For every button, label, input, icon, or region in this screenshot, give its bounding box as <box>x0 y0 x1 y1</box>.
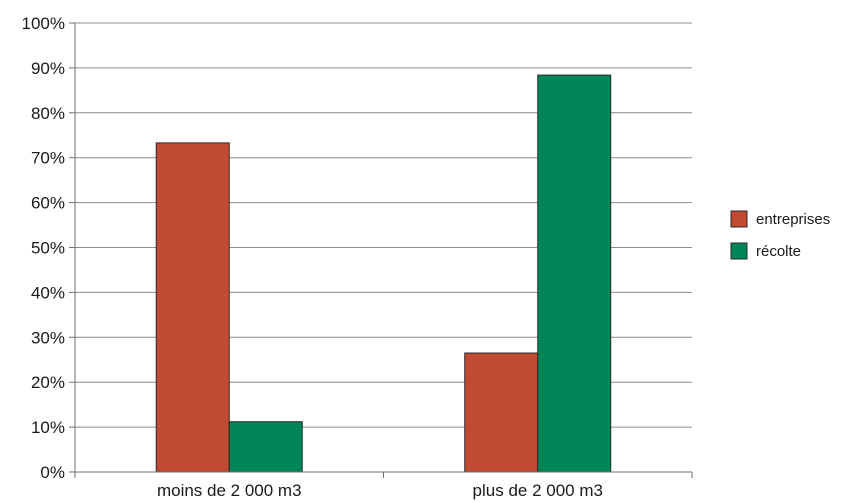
bar-entreprises-1 <box>464 352 539 473</box>
legend-label: récolte <box>756 243 801 260</box>
bar-récolte-0 <box>228 421 303 473</box>
axes <box>69 22 693 478</box>
y-tick-label: 10% <box>31 418 65 437</box>
bar-entreprises-0 <box>155 142 230 473</box>
x-axis-category-labels: moins de 2 000 m3 plus de 2 000 m3 <box>157 481 603 500</box>
y-tick-label: 20% <box>31 373 65 392</box>
y-tick-label: 90% <box>31 59 65 78</box>
y-tick-label: 80% <box>31 104 65 123</box>
legend-label: entreprises <box>756 211 830 228</box>
y-tick-label: 40% <box>31 283 65 302</box>
bar-récolte-1 <box>537 74 612 473</box>
y-tick-label: 60% <box>31 194 65 213</box>
y-tick-label: 50% <box>31 239 65 258</box>
bars <box>155 74 612 473</box>
legend: entreprises récolte <box>730 210 830 260</box>
x-category-label: moins de 2 000 m3 <box>157 481 302 500</box>
y-tick-label: 0% <box>40 463 65 482</box>
y-tick-label: 70% <box>31 149 65 168</box>
y-tick-label: 100% <box>22 14 65 33</box>
legend-swatch-entreprises <box>730 210 748 228</box>
legend-swatch-récolte <box>730 242 748 260</box>
y-axis-tick-labels: 0% 10% 20% 30% 40% 50% 60% 70% 80% 90% 100% <box>22 14 65 482</box>
x-category-label: plus de 2 000 m3 <box>473 481 603 500</box>
y-tick-label: 30% <box>31 328 65 347</box>
